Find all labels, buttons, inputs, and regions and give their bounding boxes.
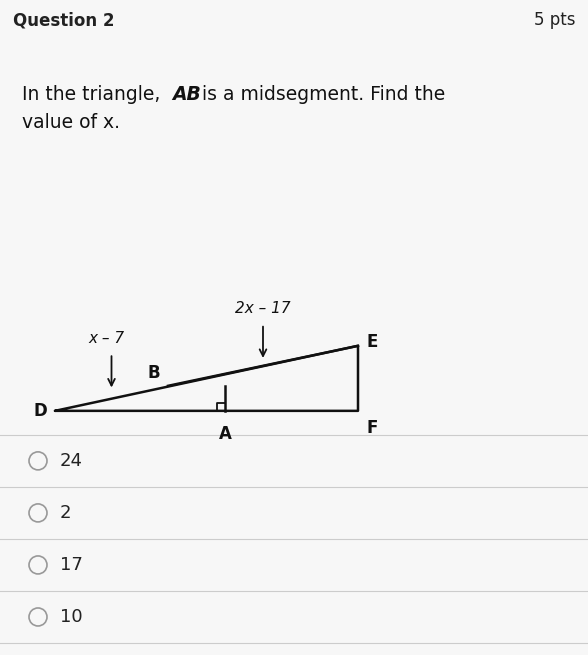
Text: In the triangle,: In the triangle, [22,84,172,103]
Text: 17: 17 [60,556,83,574]
Text: A: A [219,425,232,443]
Text: is a midsegment. Find the: is a midsegment. Find the [196,84,445,103]
Text: 2x – 17: 2x – 17 [235,301,291,316]
Text: AB: AB [172,84,201,103]
Text: 24: 24 [60,452,83,470]
Text: F: F [366,419,377,437]
Text: B: B [148,364,160,382]
Text: value of x.: value of x. [22,113,120,132]
Text: 5 pts: 5 pts [533,11,575,29]
Text: E: E [366,333,377,351]
Text: 10: 10 [60,608,83,626]
Text: x – 7: x – 7 [88,331,125,346]
Text: Question 2: Question 2 [13,11,115,29]
Text: D: D [34,402,47,420]
Text: 2: 2 [60,504,72,522]
